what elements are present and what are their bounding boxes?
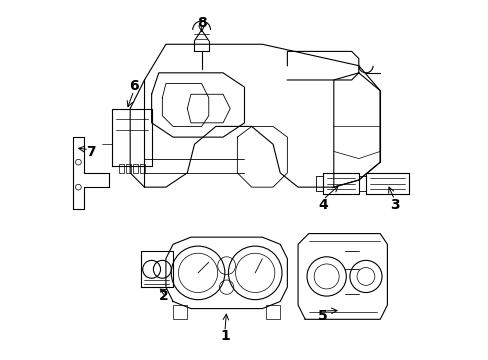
Bar [133,164,138,173]
Bar [265,305,280,319]
Bar [119,164,123,173]
Text: 4: 4 [318,198,327,212]
Bar [140,164,145,173]
Text: 6: 6 [129,80,138,93]
Text: 8: 8 [196,16,206,30]
Text: 1: 1 [220,329,229,343]
Text: 7: 7 [86,145,96,159]
Bar [125,164,131,173]
Text: 2: 2 [159,289,169,303]
Text: 5: 5 [318,309,327,323]
Bar [358,176,365,191]
Bar [173,305,187,319]
Text: 3: 3 [389,198,399,212]
